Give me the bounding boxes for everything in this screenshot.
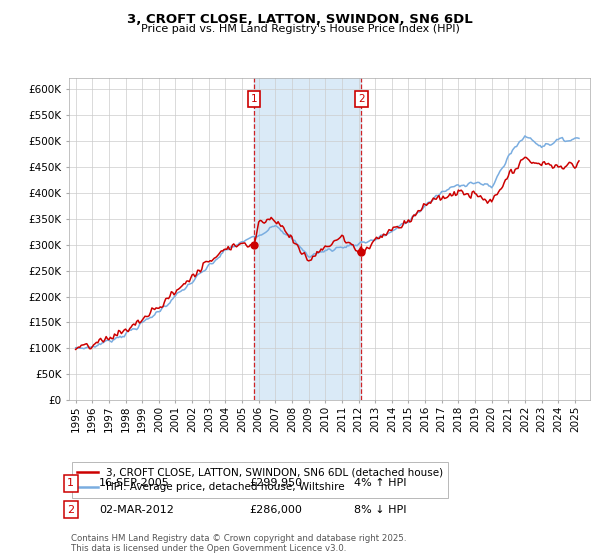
Text: Contains HM Land Registry data © Crown copyright and database right 2025.
This d: Contains HM Land Registry data © Crown c… — [71, 534, 406, 553]
Text: 4% ↑ HPI: 4% ↑ HPI — [354, 478, 407, 488]
Text: 2: 2 — [67, 505, 74, 515]
Text: 02-MAR-2012: 02-MAR-2012 — [99, 505, 174, 515]
Text: 8% ↓ HPI: 8% ↓ HPI — [354, 505, 407, 515]
Text: 16-SEP-2005: 16-SEP-2005 — [99, 478, 170, 488]
Legend: 3, CROFT CLOSE, LATTON, SWINDON, SN6 6DL (detached house), HPI: Average price, d: 3, CROFT CLOSE, LATTON, SWINDON, SN6 6DL… — [71, 462, 448, 498]
Bar — [254, 78, 361, 400]
Text: Price paid vs. HM Land Registry's House Price Index (HPI): Price paid vs. HM Land Registry's House … — [140, 24, 460, 34]
Text: 3, CROFT CLOSE, LATTON, SWINDON, SN6 6DL: 3, CROFT CLOSE, LATTON, SWINDON, SN6 6DL — [127, 13, 473, 26]
Text: 2: 2 — [358, 94, 365, 104]
Text: 1: 1 — [251, 94, 257, 104]
Text: £286,000: £286,000 — [249, 505, 302, 515]
Text: £299,950: £299,950 — [249, 478, 302, 488]
Text: 1: 1 — [67, 478, 74, 488]
